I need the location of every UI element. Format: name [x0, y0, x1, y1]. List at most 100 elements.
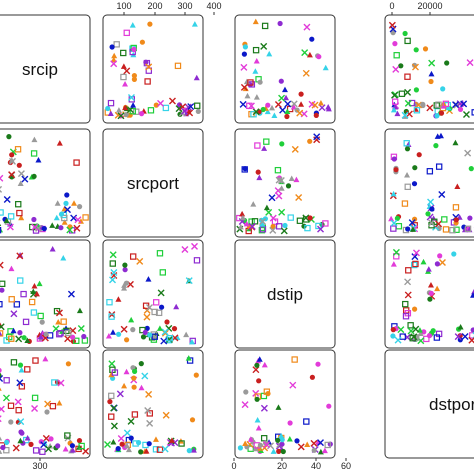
data-point — [246, 102, 253, 110]
data-point — [49, 245, 56, 252]
data-point — [390, 327, 396, 333]
data-point — [82, 214, 89, 221]
data-point — [388, 21, 396, 29]
tick-label-dstport: 20000 — [417, 1, 442, 11]
data-point — [421, 329, 427, 335]
data-point — [48, 436, 54, 442]
data-point — [244, 92, 251, 99]
data-point — [453, 226, 460, 233]
data-point — [151, 333, 158, 340]
data-point — [269, 214, 277, 222]
data-point — [32, 447, 40, 454]
data-point — [49, 222, 56, 228]
data-point — [240, 63, 248, 71]
data-point — [274, 166, 282, 174]
data-point — [109, 329, 116, 335]
data-point — [392, 248, 400, 256]
data-point — [24, 435, 31, 441]
data-point — [161, 328, 169, 336]
data-point — [53, 214, 60, 221]
data-point — [392, 41, 398, 47]
data-point — [188, 338, 195, 345]
data-point — [402, 300, 409, 308]
data-point — [253, 94, 260, 100]
data-point — [259, 221, 266, 227]
data-point — [145, 276, 152, 282]
data-point — [401, 200, 409, 207]
data-point — [132, 368, 138, 374]
variable-label-srcport: srcport — [127, 174, 179, 193]
data-point — [426, 104, 434, 112]
data-point — [16, 162, 22, 168]
data-point — [60, 318, 67, 325]
data-point — [139, 39, 145, 45]
tick-label-dstip: 60 — [341, 461, 351, 471]
data-point — [390, 261, 397, 267]
data-point — [16, 252, 24, 260]
data-point — [110, 60, 118, 68]
data-point — [454, 333, 462, 341]
panel-srcport-vs-srcip — [102, 14, 204, 124]
panel-dstport-vs-dstport — [384, 349, 474, 459]
data-point — [127, 417, 135, 425]
data-point — [145, 67, 153, 74]
data-point — [390, 219, 398, 227]
data-point — [420, 101, 426, 107]
data-point — [306, 51, 313, 58]
data-point — [157, 289, 165, 297]
data-point — [132, 440, 139, 447]
data-point — [8, 265, 15, 272]
panel-frame — [102, 349, 204, 459]
tick-label-dstip: 40 — [311, 461, 321, 471]
data-point — [413, 87, 419, 93]
data-point — [301, 49, 309, 57]
data-point — [65, 329, 72, 337]
data-point — [464, 149, 472, 157]
data-point — [18, 383, 26, 390]
panel-dstip-vs-dstip — [234, 239, 336, 349]
data-point — [131, 411, 139, 418]
panel-frame — [234, 239, 336, 349]
data-point — [62, 445, 69, 452]
data-point — [411, 63, 419, 71]
data-point — [131, 46, 137, 53]
data-point — [0, 436, 3, 441]
variable-label-srcip: srcip — [22, 60, 58, 79]
data-point — [104, 440, 111, 448]
data-point — [452, 204, 460, 211]
data-point — [453, 217, 459, 223]
data-point — [407, 322, 414, 329]
data-point — [6, 134, 12, 140]
data-point — [311, 447, 317, 453]
data-point — [404, 73, 411, 80]
data-point — [0, 387, 2, 391]
data-point — [117, 434, 125, 442]
data-point — [259, 226, 267, 233]
data-point — [111, 52, 118, 59]
data-point — [241, 51, 247, 57]
data-point — [277, 20, 283, 27]
data-point — [77, 204, 83, 210]
data-point — [140, 334, 147, 340]
panel-dstip-vs-srcip — [234, 14, 336, 124]
data-point — [393, 253, 400, 260]
data-point — [247, 436, 254, 442]
data-point — [412, 260, 419, 268]
data-point — [291, 145, 299, 153]
data-point — [30, 309, 38, 316]
data-point — [435, 163, 443, 170]
data-point — [255, 425, 262, 431]
data-point — [394, 110, 401, 117]
data-point — [260, 42, 268, 50]
data-point — [388, 215, 395, 222]
data-point — [430, 328, 436, 334]
data-point — [247, 79, 254, 86]
data-point — [165, 336, 173, 344]
data-point — [3, 195, 11, 203]
tick-label-dstip: 20 — [277, 461, 287, 471]
data-point — [394, 215, 400, 221]
data-point — [391, 156, 397, 162]
data-point — [434, 261, 440, 267]
data-point — [301, 223, 307, 229]
data-point — [452, 139, 459, 146]
